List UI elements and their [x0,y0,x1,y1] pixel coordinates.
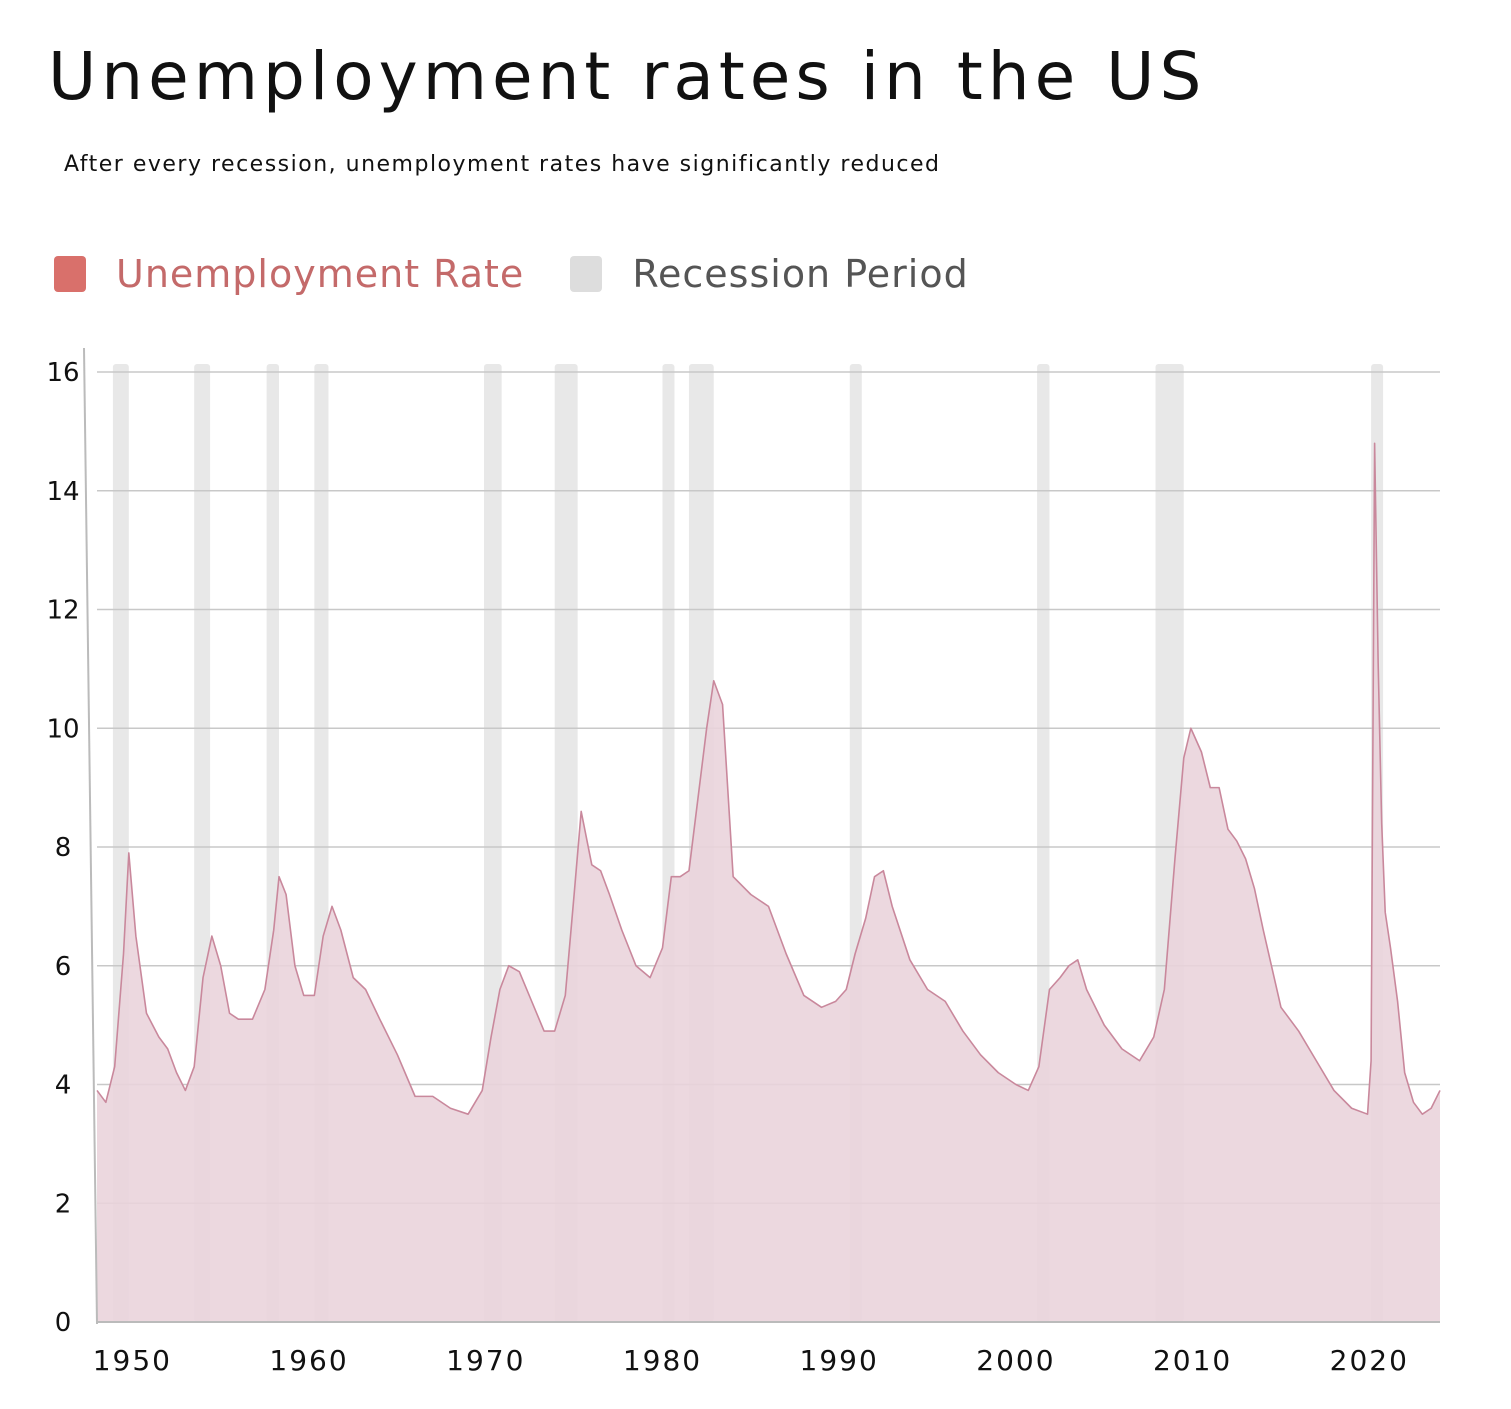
legend-label-unemployment: Unemployment Rate [116,252,525,296]
y-tick-label: 16 [46,358,79,388]
y-tick-label: 2 [55,1189,72,1219]
y-tick-labels: 0 2 4 6 8 10 12 14 16 [46,358,79,1338]
y-tick-label: 6 [55,952,72,982]
axes [83,347,1440,1325]
y-tick-label: 0 [55,1308,72,1338]
chart-subtitle: After every recession, unemployment rate… [64,152,941,177]
y-tick-label: 10 [46,714,79,744]
legend-swatch-recession [570,256,603,292]
chart-title: Unemployment rates in the US [48,38,1207,115]
unemployment-area [96,442,1441,1322]
x-tick-label: 1990 [800,1344,879,1377]
x-tick-label: 2010 [1153,1344,1232,1377]
y-tick-label: 8 [55,833,72,863]
y-tick-label: 14 [46,477,79,507]
legend-item-recession[interactable]: Recession Period [570,252,968,296]
x-tick-label: 1960 [269,1344,348,1377]
unemployment-line [96,442,1441,1115]
x-tick-label: 2020 [1330,1344,1409,1377]
x-tick-label: 1950 [93,1344,172,1377]
y-tick-label: 12 [46,596,79,626]
legend-label-recession: Recession Period [632,252,969,296]
chart-legend: Unemployment Rate Recession Period [54,248,1015,300]
y-tick-label: 4 [55,1071,72,1101]
y-axis [83,347,98,1325]
legend-swatch-unemployment [54,256,86,292]
x-tick-label: 1970 [446,1344,525,1377]
area-fill [97,443,1440,1322]
x-tick-labels: 1950 1960 1970 1980 1990 2000 2010 2020 [93,1344,1409,1377]
x-tick-label: 1980 [623,1344,702,1377]
x-tick-label: 2000 [976,1344,1055,1377]
legend-item-unemployment[interactable]: Unemployment Rate [54,252,524,296]
